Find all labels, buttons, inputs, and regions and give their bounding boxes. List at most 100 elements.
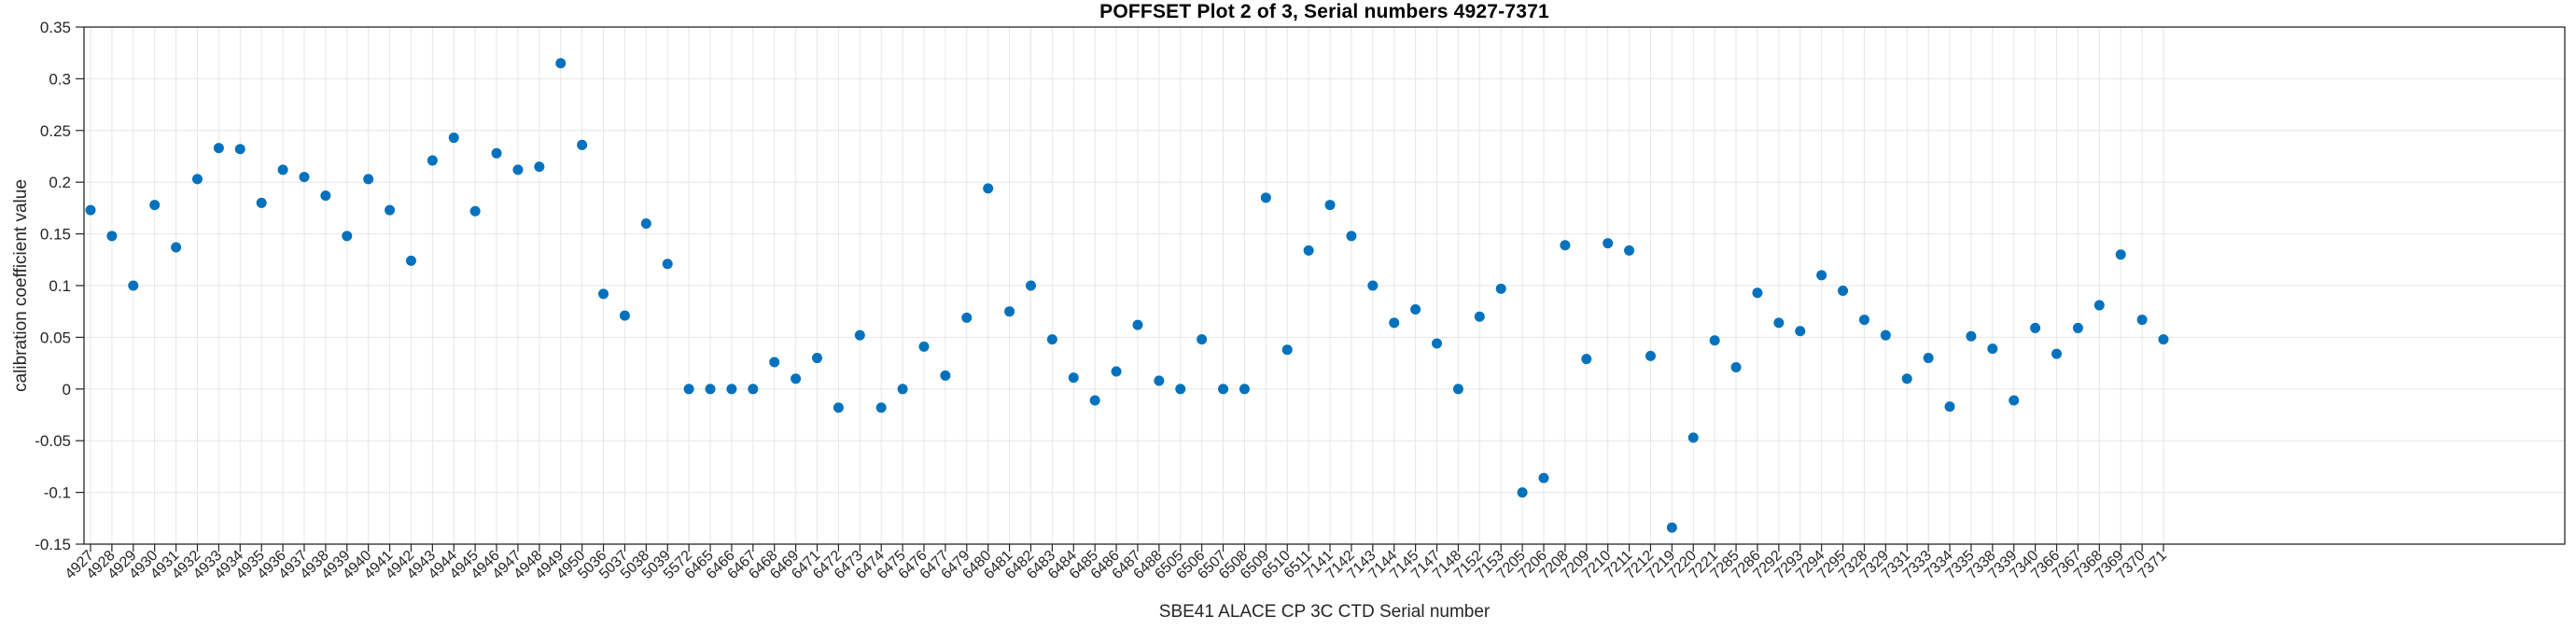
data-point — [1346, 231, 1357, 242]
chart-title: POFFSET Plot 2 of 3, Serial numbers 4927… — [1099, 1, 1549, 22]
data-point — [256, 197, 267, 208]
data-point — [1838, 286, 1849, 297]
data-point — [1281, 344, 1293, 356]
data-point — [1603, 238, 1614, 249]
data-point — [320, 190, 331, 202]
data-point — [385, 204, 396, 216]
data-point — [748, 384, 759, 395]
data-point — [1730, 362, 1742, 373]
data-point — [983, 183, 994, 194]
data-point — [469, 205, 481, 217]
data-point — [1260, 192, 1271, 203]
data-point — [1560, 240, 1571, 251]
data-point — [1303, 245, 1314, 256]
data-point — [940, 370, 951, 381]
y-tick-label: 0.15 — [40, 226, 71, 244]
data-point — [1410, 303, 1421, 315]
data-point — [1795, 326, 1806, 337]
data-point — [811, 353, 822, 364]
y-tick-label: 0.25 — [40, 122, 71, 140]
data-point — [1389, 317, 1400, 329]
data-point — [213, 143, 224, 154]
data-point — [683, 384, 694, 395]
data-point — [1452, 384, 1463, 395]
data-point — [705, 384, 716, 395]
data-point — [2030, 322, 2041, 333]
data-point — [427, 155, 438, 166]
data-point — [1880, 329, 1891, 341]
y-tick-label: 0 — [63, 381, 71, 399]
data-point — [1966, 330, 1977, 342]
y-tick-label: 0.2 — [49, 174, 71, 191]
data-point — [363, 174, 374, 185]
data-point — [1218, 384, 1229, 395]
data-point — [1624, 245, 1635, 256]
data-point — [342, 231, 353, 242]
x-axis-label: SBE41 ALACE CP 3C CTD Serial number — [1158, 602, 1491, 622]
y-tick-label: -0.1 — [44, 484, 71, 502]
data-point — [897, 384, 908, 395]
data-point — [106, 231, 118, 242]
data-point — [277, 164, 288, 175]
data-point — [1367, 280, 1379, 291]
data-point — [726, 384, 737, 395]
data-point — [2115, 249, 2126, 260]
data-point — [1901, 373, 1912, 385]
data-point — [2072, 322, 2083, 333]
data-point — [598, 288, 609, 300]
data-point — [640, 218, 651, 230]
data-point — [2009, 395, 2020, 406]
data-point — [2158, 334, 2169, 345]
y-tick-label: 0.1 — [49, 277, 71, 295]
data-point — [448, 133, 459, 144]
data-point — [854, 329, 865, 341]
data-point — [234, 144, 245, 155]
data-point — [1239, 384, 1250, 395]
data-point — [1944, 401, 1955, 413]
data-point — [769, 357, 780, 368]
data-point — [1858, 315, 1869, 326]
data-point — [619, 310, 630, 321]
data-point — [961, 312, 973, 323]
data-point — [1773, 317, 1785, 329]
data-point — [1816, 270, 1827, 281]
data-point — [149, 200, 161, 211]
data-point — [555, 58, 567, 69]
data-point — [1132, 319, 1143, 330]
data-point — [1154, 375, 1165, 386]
data-point — [1495, 283, 1506, 294]
data-point — [1538, 472, 1549, 483]
data-point — [1752, 287, 1763, 299]
data-point — [1645, 350, 1656, 361]
data-point — [875, 402, 887, 413]
data-point — [405, 255, 416, 266]
data-point — [2093, 300, 2105, 311]
data-point — [1004, 306, 1015, 317]
data-point — [1517, 487, 1528, 498]
data-point — [1923, 353, 1934, 364]
y-tick-label: 0.3 — [49, 70, 71, 88]
data-point — [128, 280, 139, 291]
data-point — [534, 161, 545, 173]
data-point — [918, 341, 930, 352]
data-point — [299, 172, 310, 183]
data-point — [1432, 338, 1443, 349]
data-point — [1709, 335, 1720, 346]
data-point — [1068, 372, 1079, 384]
data-point — [1324, 200, 1336, 211]
data-point — [833, 402, 844, 413]
data-point — [1175, 384, 1186, 395]
data-point — [1987, 343, 1998, 355]
data-point — [1025, 280, 1036, 291]
data-point — [1197, 334, 1208, 345]
data-point — [1474, 311, 1485, 322]
data-point — [191, 174, 203, 185]
data-point — [2136, 315, 2148, 326]
data-point — [1111, 366, 1122, 377]
data-point — [512, 164, 524, 175]
data-point — [662, 259, 673, 270]
y-tick-label: 0.35 — [40, 19, 71, 36]
data-point — [1581, 354, 1592, 365]
